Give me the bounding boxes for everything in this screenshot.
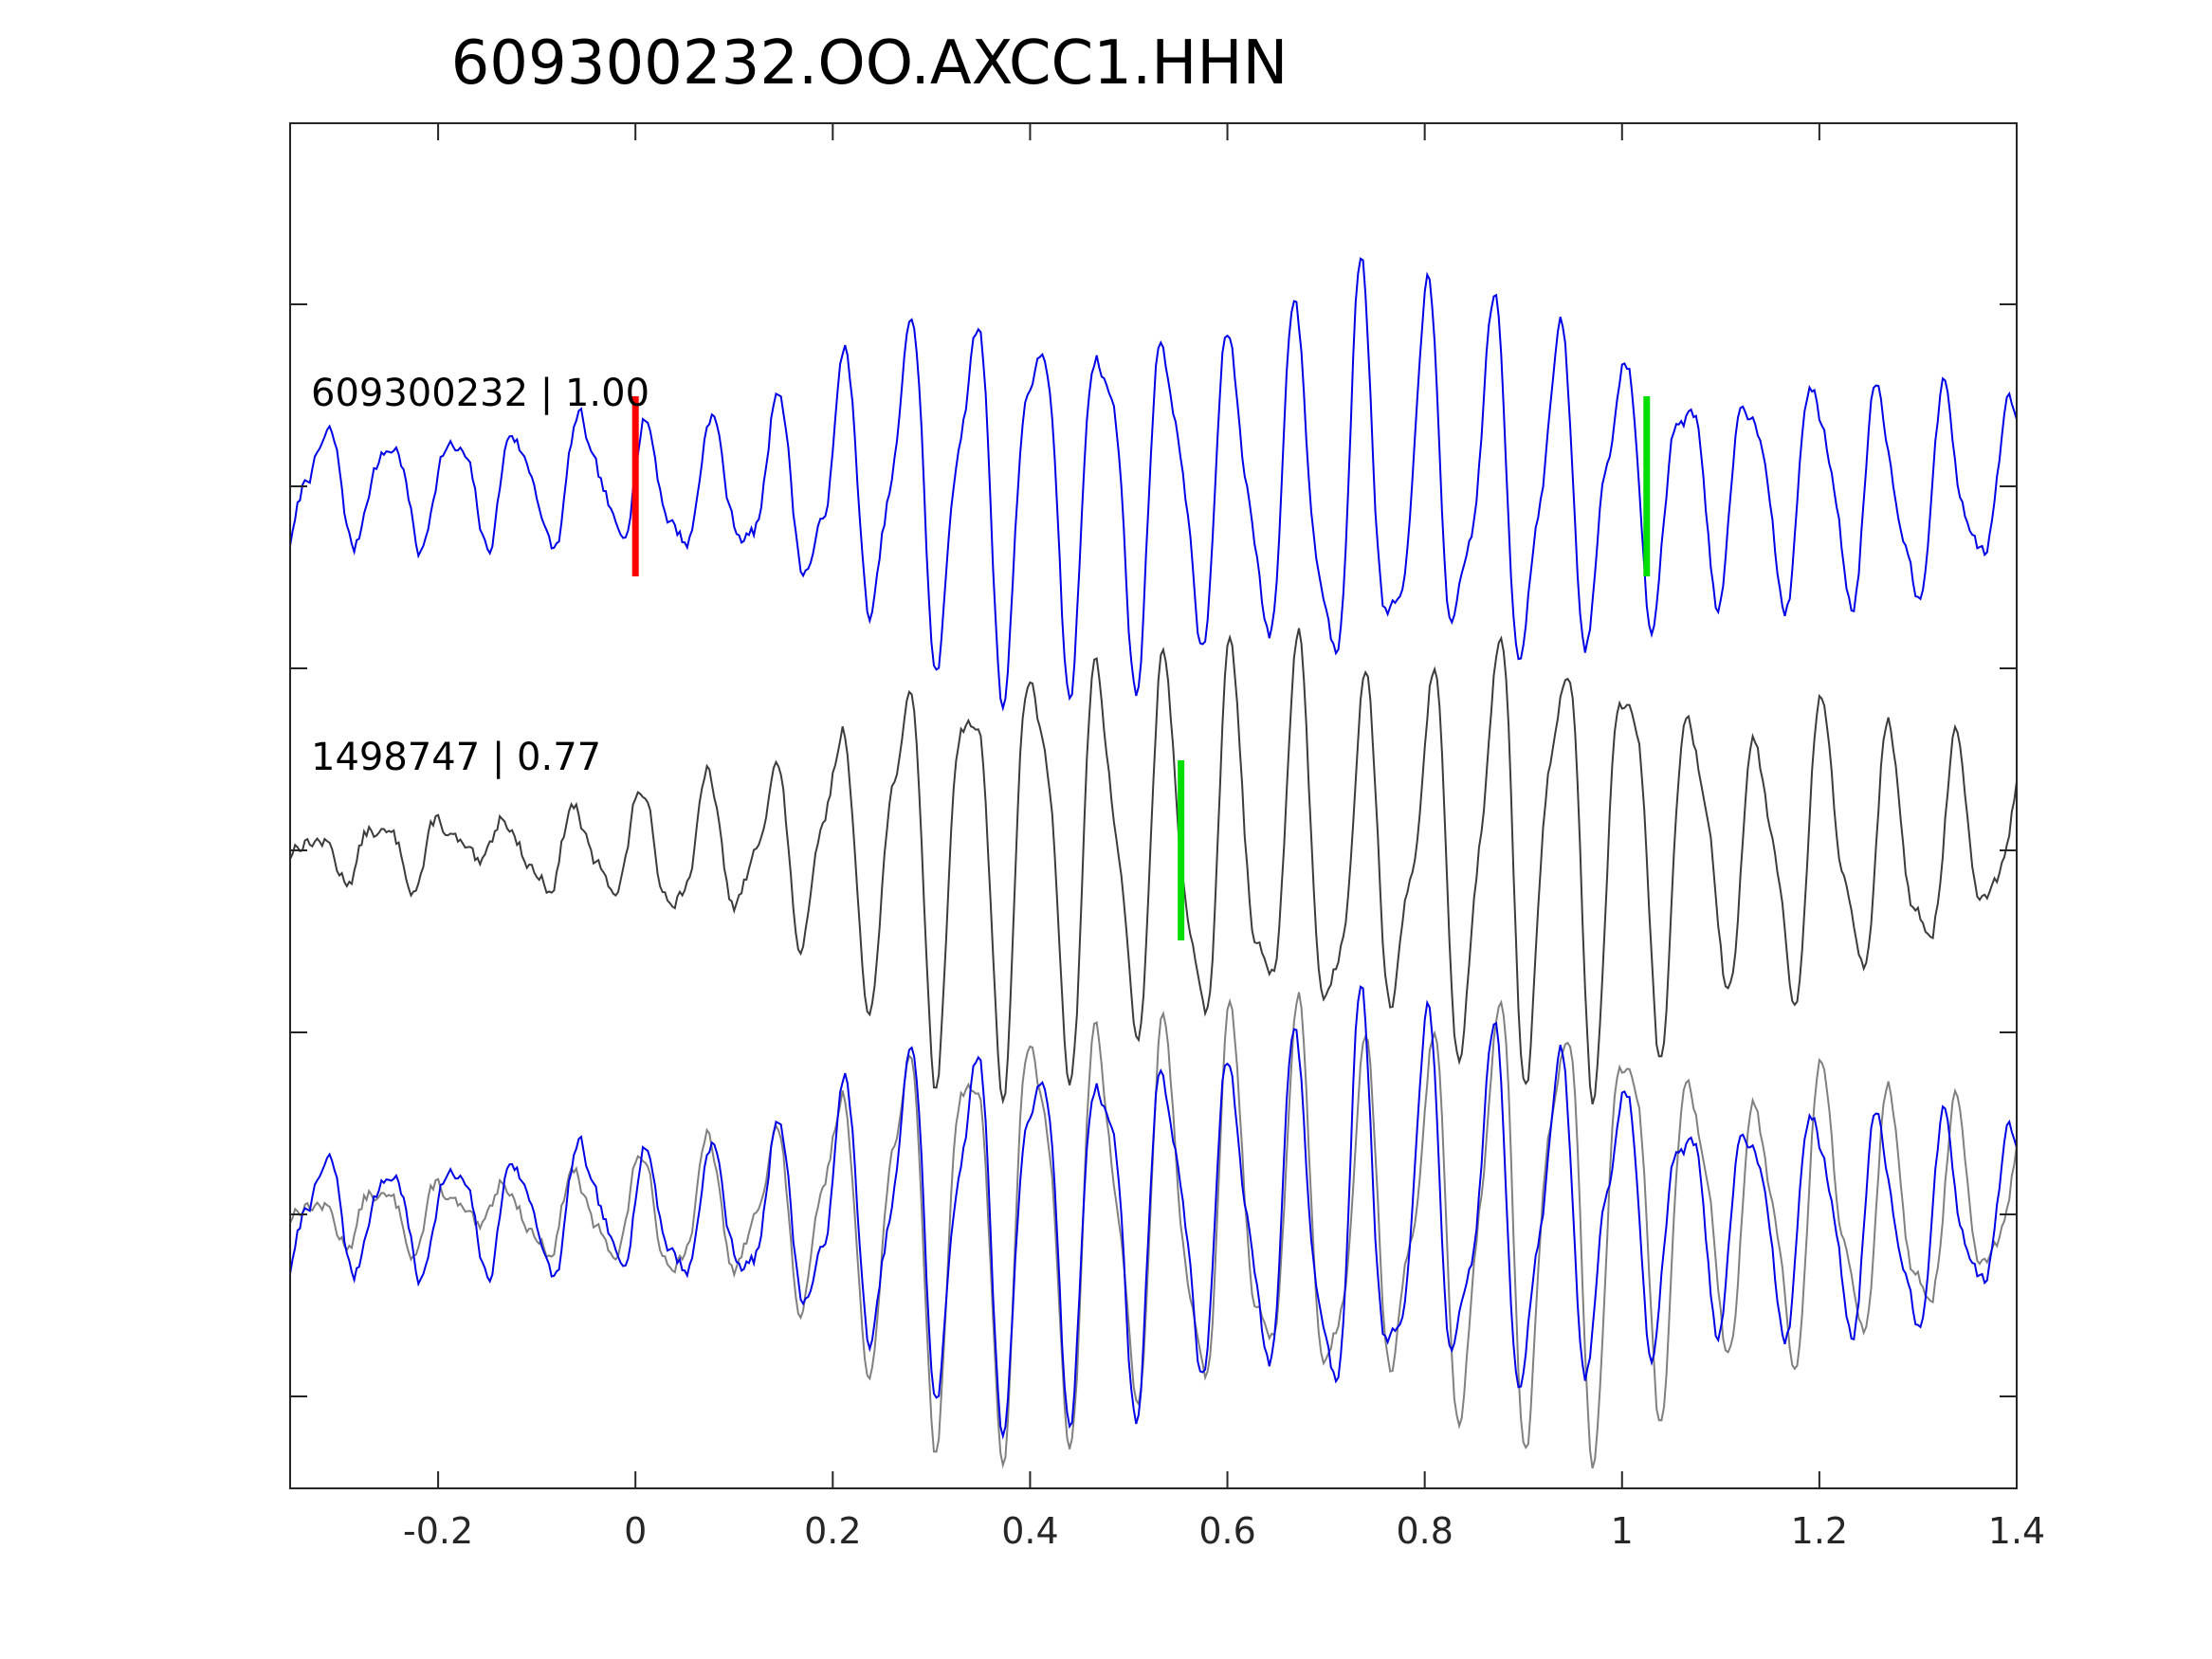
- axes-box: [289, 122, 2018, 1489]
- trace-labels-layer: 609300232 | 1.00 1498747 | 0.77: [311, 372, 649, 779]
- x-tick-label: 1.2: [1791, 1510, 1848, 1552]
- x-tick-label: 0.2: [804, 1510, 861, 1552]
- trace-label-middle: 1498747 | 0.77: [311, 736, 601, 779]
- trace-primary-top: [289, 257, 2018, 712]
- x-tick-labels: -0.2 0 0.2 0.4 0.6 0.8 1 1.2 1.4: [403, 1510, 2045, 1552]
- traces-layer: [289, 257, 2018, 1469]
- trace-label-top: 609300232 | 1.00: [311, 372, 649, 415]
- x-tick-label: 1.4: [1988, 1510, 2045, 1552]
- trace-secondary-middle: [289, 628, 2018, 1105]
- x-tick-label: -0.2: [403, 1510, 473, 1552]
- x-tick-label: 0.6: [1198, 1510, 1255, 1552]
- chart-title: 609300232.OO.AXCC1.HHN: [451, 28, 1289, 99]
- x-tick-label: 0.8: [1396, 1510, 1453, 1552]
- x-tick-label: 0: [624, 1510, 647, 1552]
- x-tick-label: 1: [1611, 1510, 1634, 1552]
- x-tick-label: 0.4: [1001, 1510, 1058, 1552]
- ticks-layer: [290, 123, 2018, 1488]
- picks-layer: [631, 396, 1651, 940]
- overlay-primary-trace: [289, 985, 2018, 1440]
